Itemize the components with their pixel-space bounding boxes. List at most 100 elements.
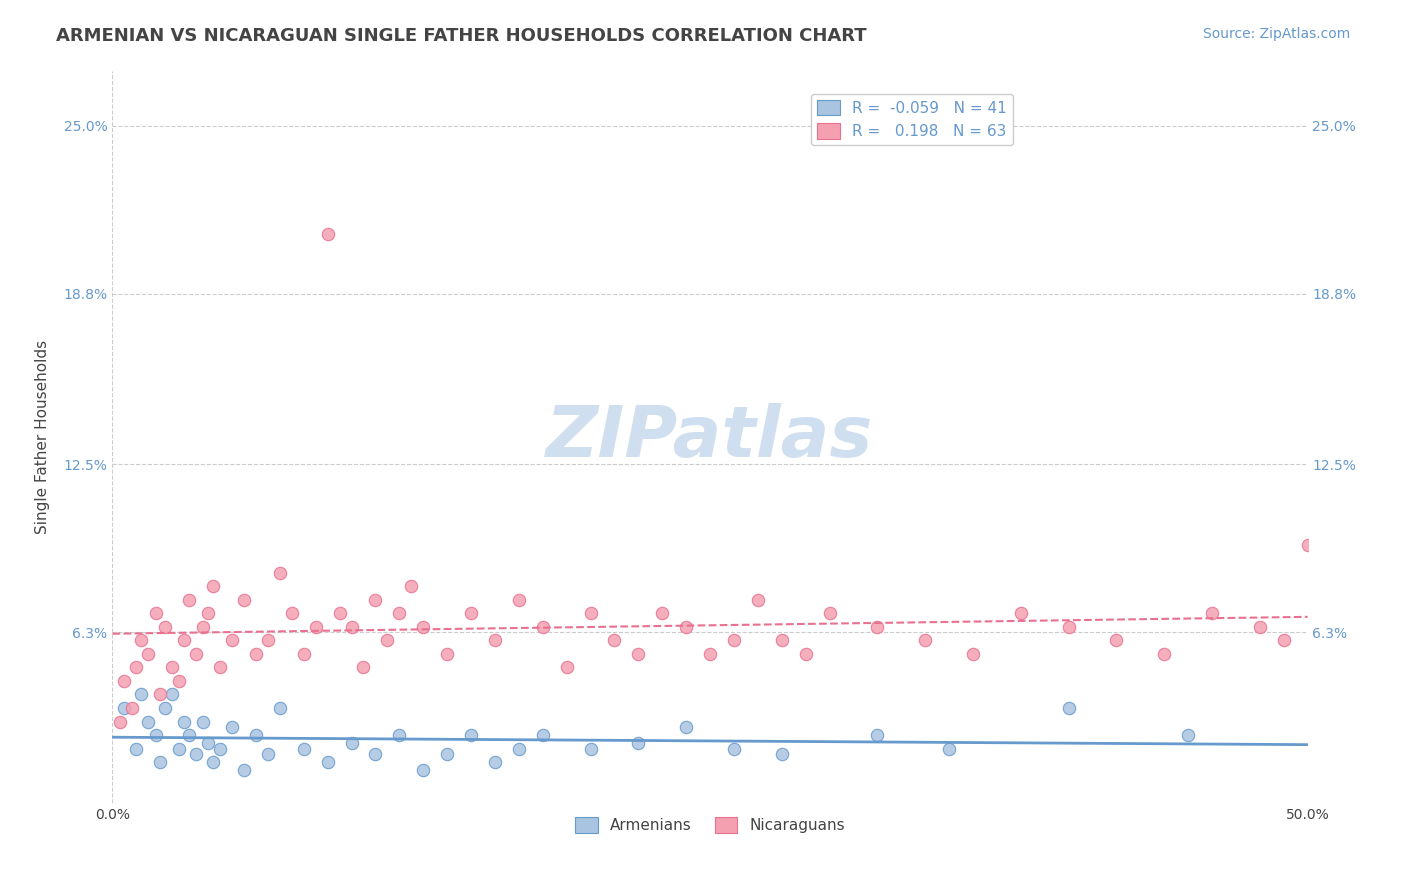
Point: [484, 755, 506, 769]
Point: [149, 688, 172, 702]
Point: [316, 755, 339, 769]
Point: [125, 660, 148, 674]
Point: [1201, 606, 1223, 620]
Point: [129, 633, 152, 648]
Point: [125, 741, 148, 756]
Point: [1249, 620, 1271, 634]
Point: [579, 606, 602, 620]
Point: [699, 647, 721, 661]
Point: [201, 755, 224, 769]
Point: [675, 720, 697, 734]
Point: [866, 728, 889, 742]
Point: [388, 728, 411, 742]
Point: [114, 701, 135, 715]
Point: [269, 701, 291, 715]
Point: [197, 736, 219, 750]
Point: [173, 714, 195, 729]
Point: [675, 620, 697, 634]
Point: [138, 647, 160, 661]
Point: [364, 747, 387, 761]
Point: [186, 747, 208, 761]
Point: [209, 741, 232, 756]
Point: [153, 701, 176, 715]
Point: [436, 747, 458, 761]
Point: [603, 633, 626, 648]
Point: [460, 606, 482, 620]
Point: [651, 606, 673, 620]
Point: [412, 620, 434, 634]
Point: [388, 606, 411, 620]
Point: [221, 720, 243, 734]
Point: [121, 701, 143, 715]
Point: [108, 714, 131, 729]
Point: [329, 606, 352, 620]
Point: [866, 620, 889, 634]
Point: [245, 647, 267, 661]
Point: [340, 620, 363, 634]
Point: [162, 660, 183, 674]
Point: [257, 633, 280, 648]
Point: [114, 673, 135, 688]
Point: [149, 755, 172, 769]
Point: [938, 741, 960, 756]
Point: [257, 747, 280, 761]
Point: [747, 592, 769, 607]
Point: [770, 633, 793, 648]
Point: [508, 592, 530, 607]
Point: [233, 592, 256, 607]
Legend: Armenians, Nicaraguans: Armenians, Nicaraguans: [568, 811, 852, 839]
Text: ZIPatlas: ZIPatlas: [547, 402, 873, 472]
Point: [555, 660, 578, 674]
Point: [340, 736, 363, 750]
Point: [364, 592, 387, 607]
Point: [412, 764, 434, 778]
Point: [531, 620, 554, 634]
Point: [1057, 701, 1080, 715]
Point: [460, 728, 482, 742]
Point: [627, 736, 650, 750]
Text: Source: ZipAtlas.com: Source: ZipAtlas.com: [1202, 27, 1350, 41]
Point: [292, 741, 315, 756]
Point: [233, 764, 256, 778]
Point: [169, 673, 191, 688]
Point: [169, 741, 191, 756]
Y-axis label: Single Father Households: Single Father Households: [35, 340, 49, 534]
Point: [209, 660, 232, 674]
Point: [145, 606, 167, 620]
Point: [292, 647, 315, 661]
Point: [914, 633, 936, 648]
Point: [193, 714, 215, 729]
Point: [316, 227, 339, 241]
Point: [508, 741, 530, 756]
Point: [353, 660, 375, 674]
Point: [1010, 606, 1032, 620]
Point: [201, 579, 224, 593]
Point: [723, 633, 745, 648]
Point: [245, 728, 267, 742]
Point: [1057, 620, 1080, 634]
Point: [153, 620, 176, 634]
Point: [1177, 728, 1199, 742]
Point: [193, 620, 215, 634]
Point: [962, 647, 984, 661]
Point: [579, 741, 602, 756]
Point: [138, 714, 160, 729]
Point: [723, 741, 745, 756]
Point: [1272, 633, 1295, 648]
Point: [531, 728, 554, 742]
Point: [221, 633, 243, 648]
Point: [129, 688, 152, 702]
Point: [145, 728, 167, 742]
Point: [818, 606, 841, 620]
Point: [162, 688, 183, 702]
Point: [484, 633, 506, 648]
Point: [1105, 633, 1128, 648]
Text: ARMENIAN VS NICARAGUAN SINGLE FATHER HOUSEHOLDS CORRELATION CHART: ARMENIAN VS NICARAGUAN SINGLE FATHER HOU…: [56, 27, 868, 45]
Point: [401, 579, 423, 593]
Point: [197, 606, 219, 620]
Point: [436, 647, 458, 661]
Point: [173, 633, 195, 648]
Point: [627, 647, 650, 661]
Point: [281, 606, 304, 620]
Point: [186, 647, 208, 661]
